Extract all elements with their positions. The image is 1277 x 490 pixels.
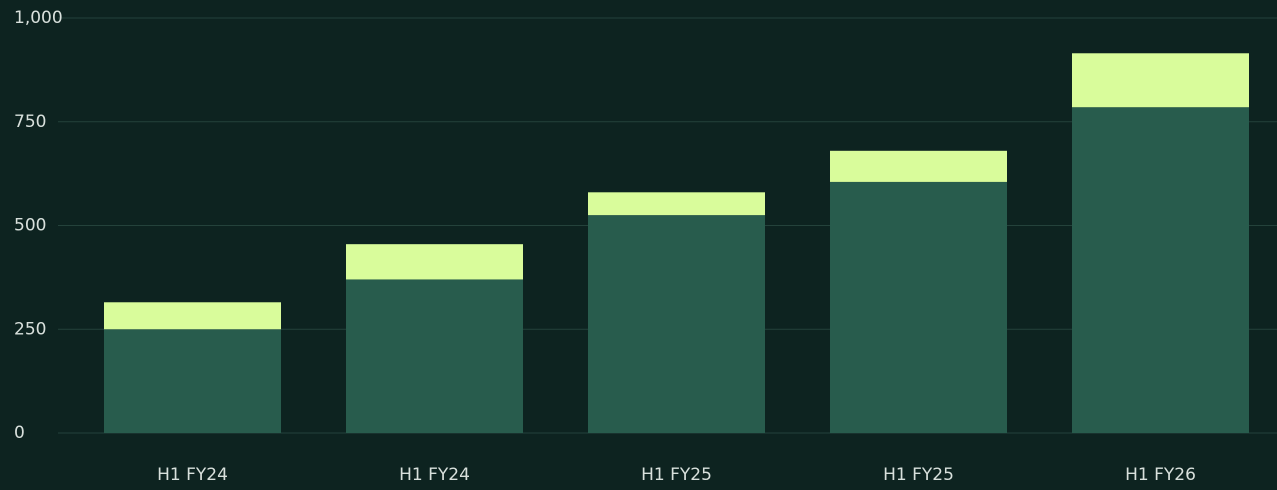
bar-segment (104, 302, 281, 330)
bar-segment (346, 279, 523, 433)
bar-segment (588, 215, 765, 433)
bar-segment (830, 150, 1007, 182)
bar-segment (588, 192, 765, 216)
bar-segment (346, 244, 523, 280)
y-tick-label: 1,000 (14, 8, 63, 28)
x-tick-label: H1 FY25 (883, 465, 954, 485)
bar-segment (1072, 107, 1249, 433)
bar-segment (1072, 53, 1249, 108)
y-tick-label: 750 (14, 112, 46, 132)
bar-segment (830, 181, 1007, 433)
x-tick-label: H1 FY24 (157, 465, 228, 485)
y-tick-label: 250 (14, 319, 46, 339)
x-tick-label: H1 FY24 (399, 465, 470, 485)
y-tick-label: 0 (14, 423, 25, 443)
bar-segment (104, 329, 281, 433)
y-tick-label: 500 (14, 216, 46, 236)
x-tick-label: H1 FY26 (1125, 465, 1196, 485)
x-tick-label: H1 FY25 (641, 465, 712, 485)
